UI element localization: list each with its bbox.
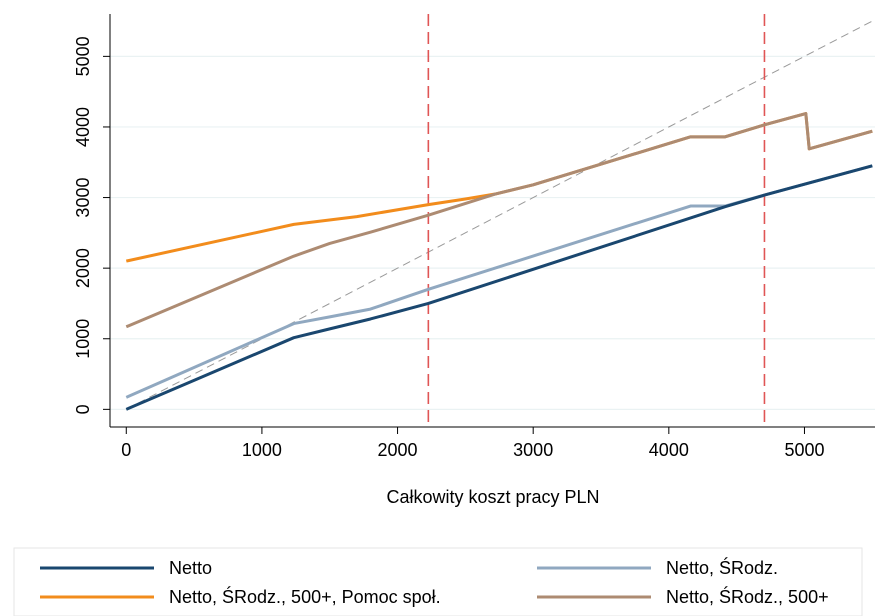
x-tick-label-1000: 1000 bbox=[242, 440, 282, 460]
plot-area bbox=[110, 14, 875, 427]
x-tick-label-4000: 4000 bbox=[649, 440, 689, 460]
diagonal-reference-line bbox=[126, 20, 873, 410]
legend-label-2: Netto, ŚRodz. bbox=[666, 557, 778, 578]
x-tick-label-3000: 3000 bbox=[513, 440, 553, 460]
series-line-1 bbox=[125, 164, 873, 411]
x-tick-label-0: 0 bbox=[121, 440, 131, 460]
legend-label-3: Netto, ŚRodz., 500+, Pomoc społ. bbox=[169, 586, 441, 607]
legend: Netto Netto, ŚRodz. Netto, ŚRodz., 500+, P… bbox=[13, 547, 863, 616]
x-tick-label-2000: 2000 bbox=[378, 440, 418, 460]
legend-box bbox=[13, 547, 863, 616]
y-tick-label-4000: 4000 bbox=[73, 107, 93, 147]
y-tick-label-5000: 5000 bbox=[73, 36, 93, 76]
series-line-4 bbox=[125, 112, 873, 329]
y-tick-label-0: 0 bbox=[73, 404, 93, 414]
y-tick-label-2000: 2000 bbox=[73, 248, 93, 288]
legend-label-1: Netto bbox=[169, 558, 212, 578]
x-tick-label-5000: 5000 bbox=[784, 440, 824, 460]
axes: 0 1000 2000 3000 4000 5000 0 1000 2000 3000 4000 50… bbox=[73, 14, 875, 460]
legend-label-4: Netto, ŚRodz., 500+ bbox=[666, 586, 829, 607]
y-tick-label-3000: 3000 bbox=[73, 178, 93, 218]
y-tick-label-1000: 1000 bbox=[73, 319, 93, 359]
x-axis-title: Całkowity koszt pracy PLN bbox=[386, 487, 599, 507]
